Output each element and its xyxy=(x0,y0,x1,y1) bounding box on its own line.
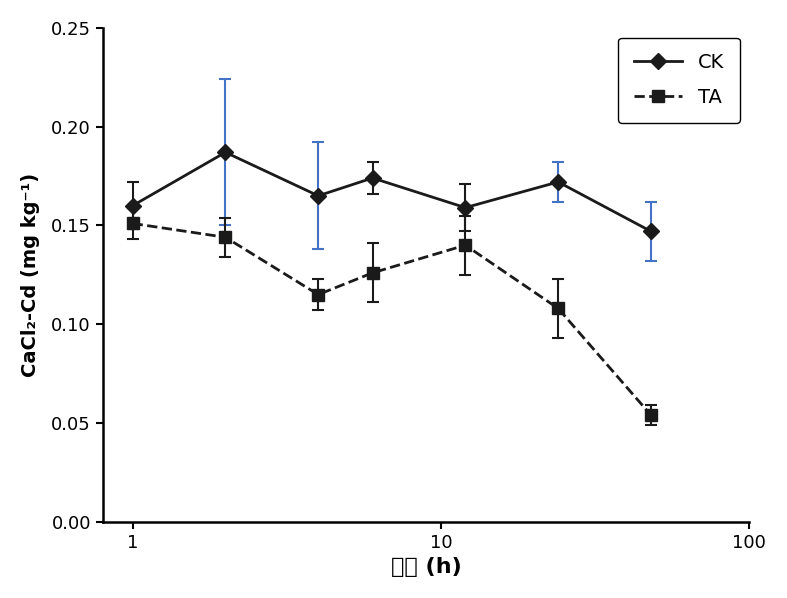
X-axis label: 时间 (h): 时间 (h) xyxy=(390,557,461,577)
Legend: CK, TA: CK, TA xyxy=(618,38,740,123)
Y-axis label: CaCl₂-Cd (mg kg⁻¹): CaCl₂-Cd (mg kg⁻¹) xyxy=(20,173,40,377)
